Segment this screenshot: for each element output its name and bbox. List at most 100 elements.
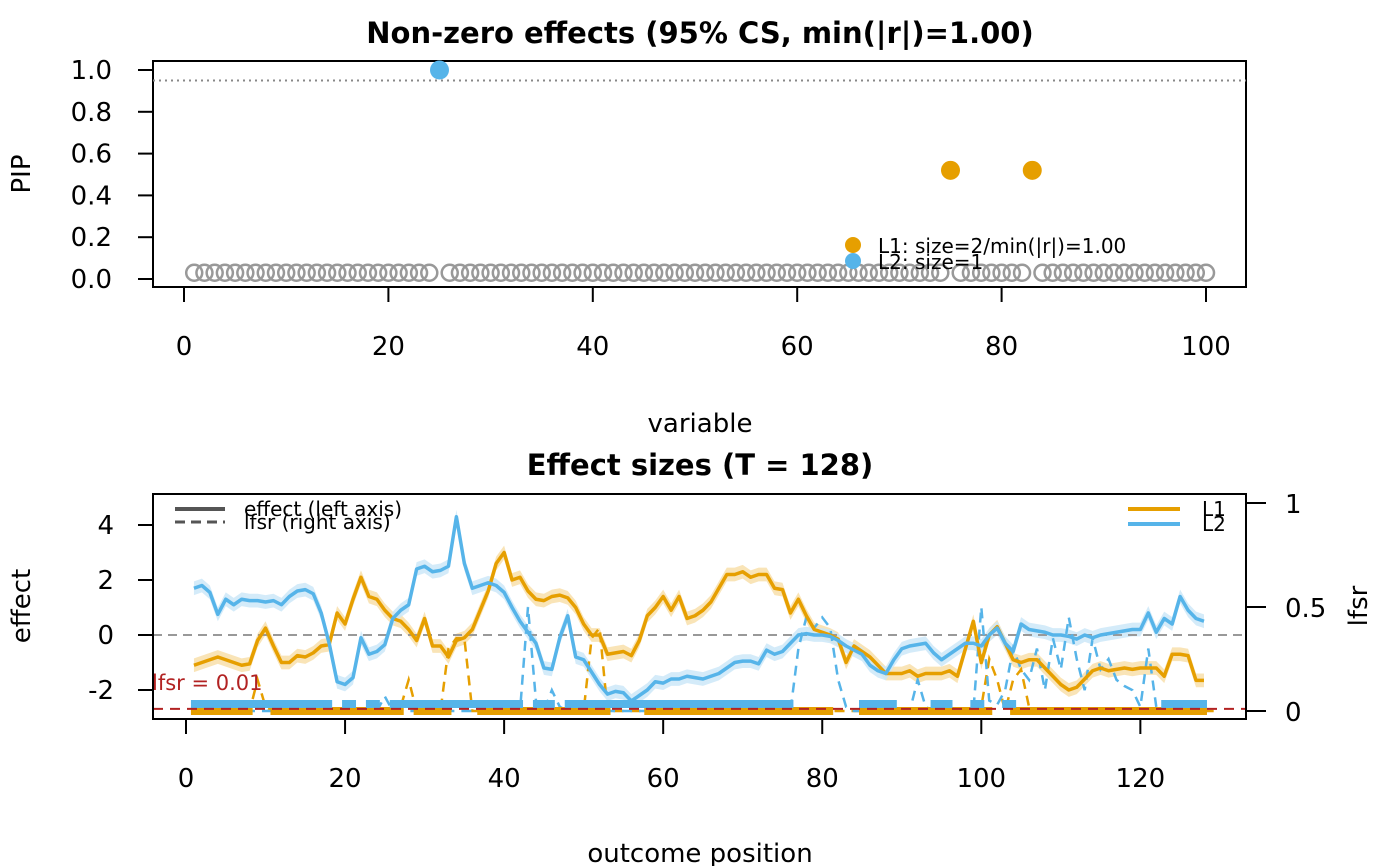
background-point [184,263,204,282]
cs-marker-l2 [532,700,555,708]
background-point [266,263,286,282]
lfsr-lines [193,606,1220,714]
cs-marker-l1 [859,707,993,715]
ci-band-l1 [193,545,1204,697]
background-point [1002,263,1022,282]
x-tick-label: 120 [1116,764,1166,794]
effect-ci-bands [193,509,1204,708]
cs-marker-l1 [270,707,404,715]
legend-marker-l1 [845,237,861,253]
cs-marker-l2 [859,700,897,708]
background-point [1094,263,1114,282]
background-point [450,263,470,282]
background-point [276,263,296,282]
background-point [1176,263,1195,282]
effect-y-axis: -2 0 2 4 [88,511,153,706]
background-point [787,263,807,282]
x-tick-label: 100 [1181,332,1231,362]
cs-marker-l2 [389,700,524,708]
background-point [256,263,276,282]
background-point [655,263,674,282]
background-point [440,263,459,282]
x-tick-label: 0 [176,332,193,362]
background-point [532,263,551,282]
lfsr-y-axis: 00.51 [1245,490,1326,728]
x-tick-label: 20 [329,764,362,794]
background-point [542,263,562,282]
x-tick-label: 0 [178,764,195,794]
legend-lfsr-label: lfsr (right axis) [244,510,391,534]
background-point [1196,263,1216,282]
background-point [491,263,511,282]
background-point [368,263,388,282]
background-point [747,263,766,282]
background-point [777,263,797,282]
background-point [1063,263,1083,282]
effect-x-label: outcome position [587,839,812,866]
y-tick-label: 4 [97,511,114,541]
background-point [1155,263,1175,282]
background-point [614,263,633,282]
background-point [992,263,1011,282]
effect-panel: Effect sizes (T = 128) lfsr = 0.01 -2 0 2 4… [7,448,1374,866]
background-point [297,263,316,282]
background-point [1053,263,1073,282]
y-tick-label: 0 [97,621,114,651]
background-point [982,263,1001,282]
background-point [971,263,991,282]
cs-markers [190,700,1207,715]
background-point [1033,263,1052,282]
cs-marker-l2 [564,700,794,708]
pip-y-label: PIP [7,154,37,193]
background-point [736,263,756,282]
lfsr-threshold-label: lfsr = 0.01 [152,671,263,695]
pip-x-axis: 0 20 40 60 80 100 [176,287,1231,362]
background-point [675,263,695,282]
effect-chart-title: Effect sizes (T = 128) [527,448,874,482]
pip-chart-title: Non-zero effects (95% CS, min(|r|)=1.00) [366,16,1033,50]
background-point [512,263,531,282]
background-point [1043,263,1062,282]
background-point [471,263,490,282]
x-tick-label: 40 [576,332,609,362]
cs-marker-l2 [1002,700,1017,708]
background-point [522,263,541,282]
cs-point-l1 [941,160,960,180]
y-tick-label: 0.6 [71,140,112,170]
y-tick-label: 2 [97,566,114,596]
legend-label-l2: L2: size=1 [878,250,983,274]
background-point [726,263,746,282]
background-point [818,263,838,282]
pip-legend: L1: size=2/min(|r|)=1.00 L2: size=1 [845,234,1126,274]
background-point [409,263,429,282]
cs-marker-l2 [190,700,333,708]
effect-line-l2 [193,515,1205,703]
background-point [634,263,654,282]
background-point [879,263,899,282]
series-legend: L1 L2 [1128,497,1226,536]
pip-x-label: variable [648,409,753,439]
background-point [869,263,889,282]
background-point [1012,263,1032,282]
x-tick-label: 60 [647,764,680,794]
background-point [1145,263,1165,282]
background-point [767,263,787,282]
background-point [338,263,357,282]
background-point [573,263,592,282]
background-point [552,263,572,282]
background-point [900,263,919,282]
background-point [624,263,643,282]
background-point [603,263,623,282]
background-point [1125,263,1144,282]
background-point [1135,263,1154,282]
background-point [644,263,664,282]
background-point [399,263,419,282]
background-point [757,263,776,282]
cs-marker-l2 [930,700,953,708]
ci-band-l2 [193,509,1204,708]
y-tick-label: 0.2 [71,223,112,253]
background-point [951,263,970,282]
background-point [481,263,500,282]
legend-marker-l2 [845,253,861,269]
